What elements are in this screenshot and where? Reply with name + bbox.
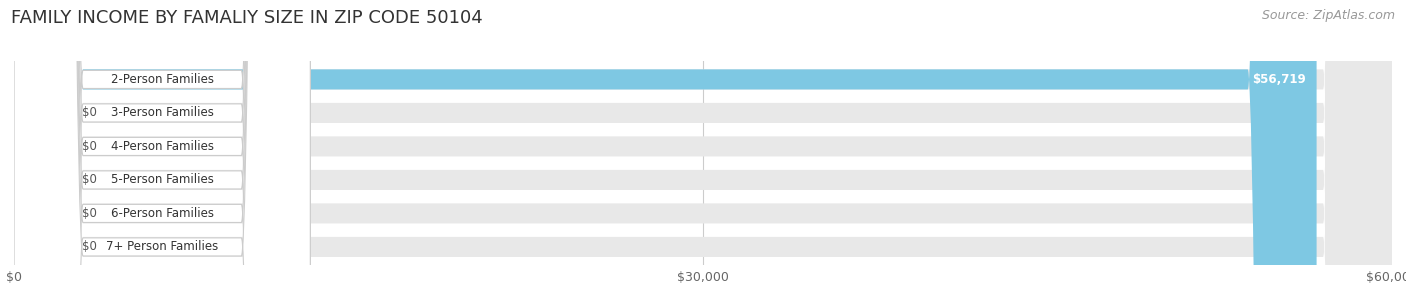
FancyBboxPatch shape [14, 0, 311, 305]
Text: $56,719: $56,719 [1251, 73, 1306, 86]
Text: 4-Person Families: 4-Person Families [111, 140, 214, 153]
Text: 2-Person Families: 2-Person Families [111, 73, 214, 86]
FancyBboxPatch shape [14, 0, 311, 305]
Text: $0: $0 [82, 207, 97, 220]
FancyBboxPatch shape [14, 0, 1392, 305]
Text: 5-Person Families: 5-Person Families [111, 174, 214, 186]
Text: $0: $0 [82, 174, 97, 186]
Text: $0: $0 [82, 106, 97, 120]
FancyBboxPatch shape [14, 0, 1392, 305]
FancyBboxPatch shape [14, 0, 1392, 305]
FancyBboxPatch shape [14, 0, 72, 305]
FancyBboxPatch shape [14, 0, 311, 305]
FancyBboxPatch shape [14, 0, 311, 305]
FancyBboxPatch shape [14, 0, 72, 305]
FancyBboxPatch shape [14, 0, 72, 305]
FancyBboxPatch shape [14, 0, 72, 305]
FancyBboxPatch shape [14, 0, 311, 305]
Text: FAMILY INCOME BY FAMALIY SIZE IN ZIP CODE 50104: FAMILY INCOME BY FAMALIY SIZE IN ZIP COD… [11, 9, 484, 27]
FancyBboxPatch shape [14, 0, 1392, 305]
Text: $0: $0 [82, 140, 97, 153]
Text: 3-Person Families: 3-Person Families [111, 106, 214, 120]
Text: Source: ZipAtlas.com: Source: ZipAtlas.com [1261, 9, 1395, 22]
FancyBboxPatch shape [14, 0, 72, 305]
Text: 6-Person Families: 6-Person Families [111, 207, 214, 220]
Text: $0: $0 [82, 240, 97, 253]
FancyBboxPatch shape [14, 0, 1392, 305]
Text: 7+ Person Families: 7+ Person Families [105, 240, 218, 253]
FancyBboxPatch shape [14, 0, 311, 305]
FancyBboxPatch shape [14, 0, 1392, 305]
FancyBboxPatch shape [14, 0, 1316, 305]
